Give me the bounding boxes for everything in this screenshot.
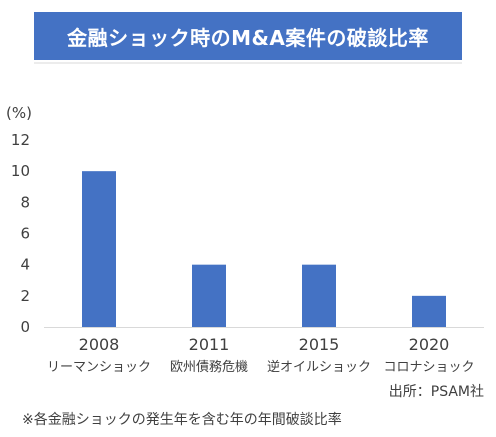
bar-2011 <box>192 264 226 327</box>
x-category-label: 2011 <box>189 335 230 354</box>
source-note: 出所：PSAM社 <box>388 384 484 400</box>
y-tick-label: 6 <box>20 225 30 243</box>
y-tick-label: 2 <box>20 287 30 305</box>
x-subcategory-label: リーマンショック <box>47 360 151 375</box>
y-tick-label: 8 <box>20 193 30 211</box>
y-axis-unit-label: (%) <box>6 104 32 122</box>
footnote: ※各金融ショックの発生年を含む年の年間破談比率 <box>22 412 342 428</box>
bar-2020 <box>412 295 446 327</box>
bar-2008 <box>82 171 116 327</box>
x-subcategory-label: コロナショック <box>383 360 474 375</box>
chart-title-banner: 金融ショック時のM&A案件の破談比率 <box>34 12 462 60</box>
x-category-label: 2020 <box>409 335 450 354</box>
chart-title: 金融ショック時のM&A案件の破談比率 <box>67 25 429 50</box>
y-tick-label: 10 <box>11 162 30 180</box>
y-tick-label: 12 <box>11 131 30 149</box>
x-subcategory-label: 欧州債務危機 <box>170 360 248 375</box>
x-subcategory-label: 逆オイルショック <box>267 359 371 375</box>
x-category-label: 2008 <box>79 335 120 354</box>
y-tick-label: 4 <box>20 256 30 274</box>
bar-2015 <box>302 264 336 327</box>
x-category-label: 2015 <box>299 335 340 354</box>
y-tick-label: 0 <box>20 318 30 336</box>
